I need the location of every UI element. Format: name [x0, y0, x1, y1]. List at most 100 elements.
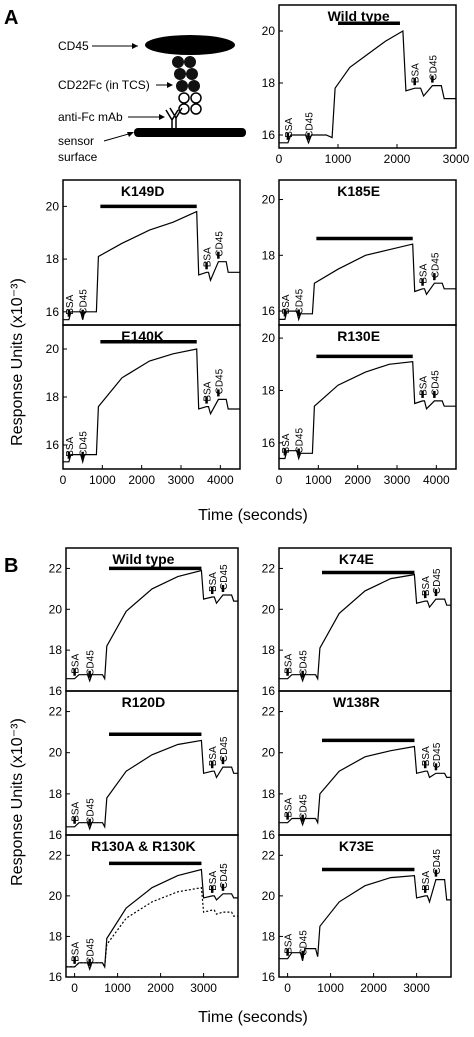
x-tick-label: 2000: [344, 473, 371, 487]
injection-label: BSA: [71, 942, 82, 962]
injection-label: BSA: [281, 433, 292, 453]
schematic-label-antibody: anti-Fc mAb: [58, 110, 123, 124]
y-axis-title-b: Response Units (x10⁻³): [9, 718, 26, 886]
panel-title: R130E: [337, 328, 380, 344]
cd22-domain: [174, 68, 186, 80]
injection-label: CD45: [432, 742, 443, 768]
series-line: [279, 745, 451, 827]
y-tick-label: 20: [49, 889, 63, 903]
x-tick-label: 3000: [384, 473, 411, 487]
injection-label: CD45: [428, 55, 439, 81]
y-tick-label: 16: [262, 128, 276, 142]
injection-label: BSA: [419, 263, 430, 283]
injection-label: BSA: [208, 871, 219, 891]
x-tick-label: 1000: [104, 981, 131, 995]
fc-domain: [178, 92, 190, 104]
x-tick-label: 4000: [207, 473, 234, 487]
injection-label: BSA: [284, 933, 295, 953]
panel-title: R120D: [122, 694, 166, 710]
series-line: [279, 361, 456, 461]
y-tick-label: 16: [262, 304, 276, 318]
cd22-domain: [172, 56, 184, 68]
series-line-dotted: [66, 886, 238, 971]
series-line: [279, 243, 456, 322]
anti-fc-antibody: [165, 107, 183, 128]
x-tick-label: 2000: [360, 981, 387, 995]
injection-label: CD45: [299, 794, 310, 820]
y-tick-label: 20: [262, 602, 276, 616]
injection-label: BSA: [71, 653, 82, 673]
injection-label: CD45: [219, 564, 230, 590]
y-tick-label: 16: [46, 438, 60, 452]
y-tick-label: 16: [46, 305, 60, 319]
y-tick-label: 18: [49, 643, 63, 657]
panel-title: Wild type: [112, 551, 174, 567]
plot-frame: [65, 834, 239, 978]
injection-label: BSA: [208, 572, 219, 592]
x-tick-label: 2000: [384, 152, 411, 166]
schematic-label-cd45: CD45: [58, 39, 89, 53]
injection-label: BSA: [421, 871, 432, 891]
x-tick-label: 0: [60, 473, 67, 487]
injection-label: CD45: [295, 428, 306, 454]
injection-label: CD45: [432, 568, 443, 594]
series-line: [66, 739, 238, 831]
cd22-domain: [186, 68, 198, 80]
x-axis-title-a: Time (seconds): [198, 507, 308, 524]
y-tick-label: 16: [49, 970, 63, 984]
y-tick-label: 22: [49, 848, 63, 862]
injection-label: BSA: [284, 653, 295, 673]
chart-panel: 16 18 20 0 1000 2000 3000 Wild type BSA CD45 BSA CD…: [262, 4, 470, 166]
injection-label: BSA: [65, 294, 76, 314]
schematic-label-cd22fc: CD22Fc (in TCS): [58, 78, 150, 92]
y-tick-label: 16: [49, 684, 63, 698]
injection-label: BSA: [411, 63, 422, 83]
y-tick-label: 22: [49, 561, 63, 575]
x-tick-label: 0: [276, 473, 283, 487]
x-tick-label: 0: [276, 152, 283, 166]
y-tick-label: 20: [262, 746, 276, 760]
y-tick-label: 18: [262, 643, 276, 657]
injection-label: CD45: [219, 736, 230, 762]
y-tick-label: 18: [262, 929, 276, 943]
injection-label: BSA: [419, 376, 430, 396]
y-tick-label: 22: [49, 705, 63, 719]
y-tick-label: 16: [262, 970, 276, 984]
panel-title: K73E: [339, 838, 374, 854]
y-tick-label: 18: [46, 252, 60, 266]
schematic-label-surface: surface: [58, 150, 98, 164]
injection-label: CD45: [299, 650, 310, 676]
series-line: [66, 569, 238, 683]
injection-label: CD45: [214, 368, 225, 394]
fc-domain: [190, 92, 202, 104]
x-tick-label: 3000: [168, 473, 195, 487]
y-tick-label: 16: [49, 828, 63, 842]
y-tick-label: 18: [262, 76, 276, 90]
x-tick-label: 3000: [403, 981, 430, 995]
x-tick-label: 4000: [423, 473, 450, 487]
injection-label: CD45: [214, 231, 225, 257]
y-tick-label: 18: [262, 787, 276, 801]
injection-label: BSA: [421, 746, 432, 766]
series-line: [63, 348, 240, 465]
x-tick-label: 2000: [147, 981, 174, 995]
series-line: [63, 210, 240, 321]
panel-title: K149D: [121, 183, 165, 199]
x-tick-label: 1000: [305, 473, 332, 487]
injection-label: CD45: [295, 288, 306, 314]
y-tick-label: 20: [262, 889, 276, 903]
injection-label: CD45: [430, 370, 441, 396]
panel-title: R130A & R130K: [91, 838, 196, 854]
injection-label: BSA: [71, 801, 82, 821]
injection-label: CD45: [299, 930, 310, 956]
fc-domain: [190, 103, 202, 115]
cd22-domain: [176, 80, 188, 92]
